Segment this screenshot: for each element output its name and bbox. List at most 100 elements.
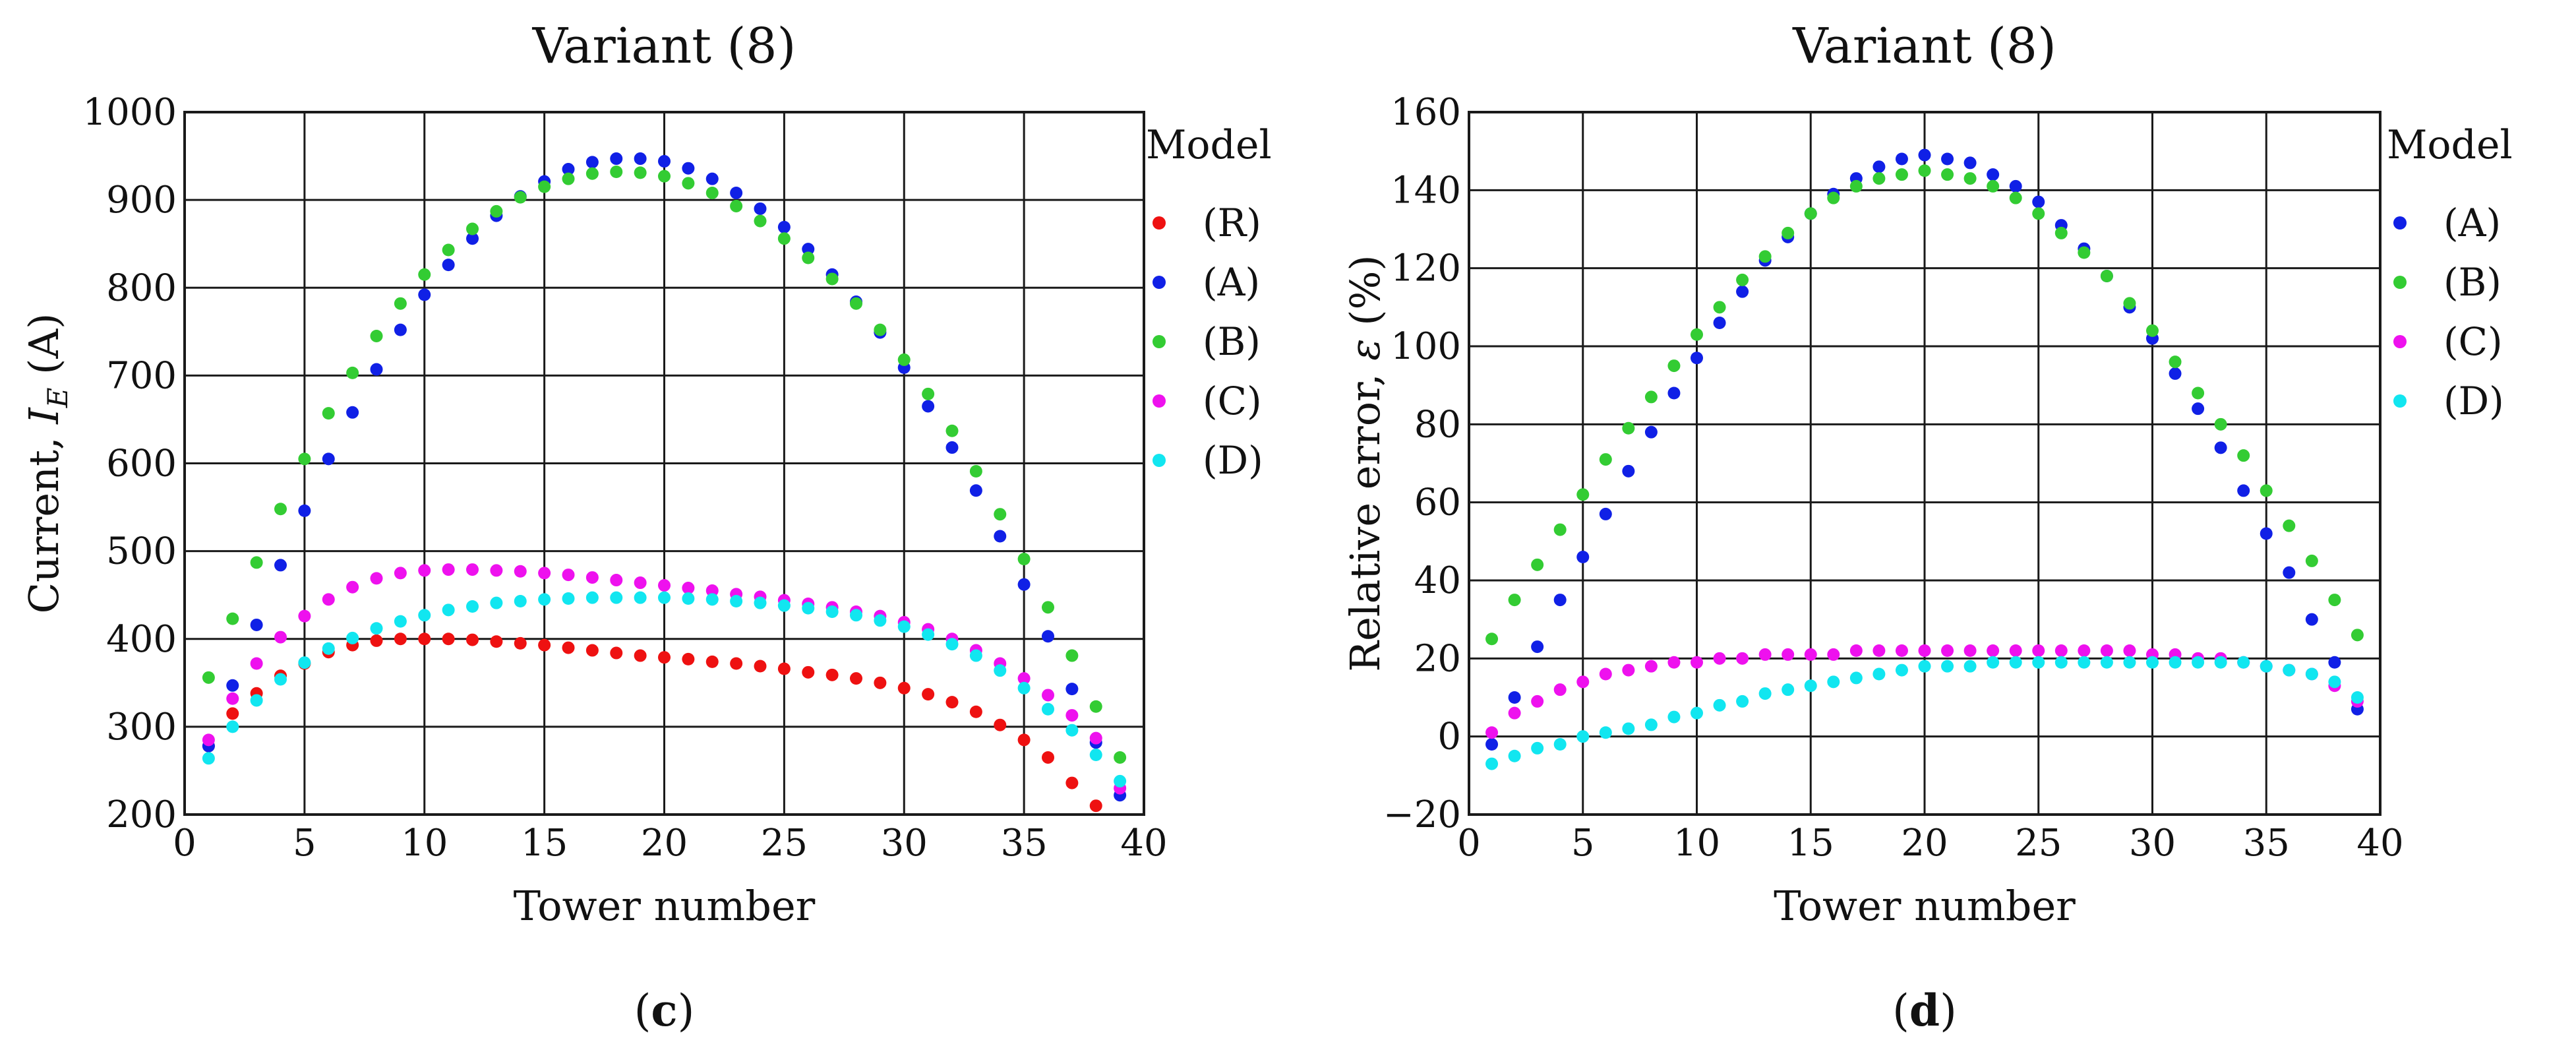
data-point: [490, 635, 503, 648]
chart-c: Variant (8) 0 5 10 15 20 25 30 35 40 200 300 400 500 6…: [20, 18, 1272, 1036]
data-point: [1736, 652, 1749, 665]
data-point: [274, 559, 287, 572]
data-point: [2032, 195, 2045, 208]
data-point: [1017, 578, 1031, 591]
data-point: [2328, 656, 2341, 669]
data-point: [730, 657, 743, 670]
data-point: [2169, 355, 2182, 369]
data-point: [1895, 644, 1908, 657]
data-point: [1691, 656, 1703, 669]
data-point: [1576, 488, 1590, 501]
x-axis-label: Tower number: [514, 882, 816, 930]
data-point: [2032, 656, 2045, 669]
data-point: [610, 646, 623, 660]
data-point: [658, 579, 671, 592]
data-point: [2192, 386, 2205, 400]
data-point: [1941, 168, 1954, 181]
data-point: [2260, 660, 2273, 673]
y-tick-label: 700: [106, 354, 177, 397]
y-tick-label: 1000: [82, 91, 177, 134]
data-point: [922, 688, 935, 701]
data-point: [250, 657, 263, 670]
data-point: [1667, 386, 1681, 400]
y-tick-label: 140: [1391, 169, 1461, 212]
data-point: [370, 329, 383, 342]
data-point: [1713, 301, 1726, 314]
data-point: [874, 676, 887, 689]
data-point: [1599, 726, 1612, 739]
x-tick-label: 15: [521, 822, 568, 865]
data-point: [682, 177, 695, 190]
data-point: [1599, 453, 1612, 466]
data-point: [1042, 702, 1054, 716]
data-point: [274, 673, 287, 686]
data-point: [2305, 667, 2318, 681]
data-point: [658, 591, 671, 604]
data-point: [1553, 683, 1567, 696]
data-point: [610, 574, 623, 587]
legend-label: (D): [1203, 438, 1263, 483]
data-point: [1553, 738, 1567, 751]
data-point: [1622, 421, 1635, 435]
data-point: [2214, 441, 2227, 454]
data-point: [2054, 226, 2068, 239]
data-point: [1691, 706, 1703, 720]
y-axis-label: Current, IE (A): [20, 313, 74, 614]
data-point: [802, 251, 815, 264]
data-point: [538, 567, 551, 580]
data-point: [490, 596, 503, 609]
legend-marker: [1153, 276, 1166, 289]
data-point: [2078, 656, 2091, 669]
data-point: [994, 530, 1007, 543]
x-tick-label: 5: [1571, 822, 1595, 865]
data-point: [994, 664, 1007, 677]
data-point: [562, 569, 575, 582]
legend-marker: [1153, 454, 1166, 467]
data-point: [1531, 640, 1544, 654]
data-point: [1644, 425, 1658, 439]
y-tick-label: 500: [106, 530, 177, 573]
data-point: [1531, 741, 1544, 755]
data-point: [1691, 352, 1703, 365]
data-point: [1918, 148, 1931, 162]
data-point: [466, 563, 479, 576]
data-point: [1089, 700, 1102, 713]
data-point: [370, 634, 383, 647]
data-point: [562, 641, 575, 654]
data-point: [850, 297, 862, 310]
y-tick-label: 600: [106, 443, 177, 485]
data-point: [1804, 207, 1817, 220]
data-point: [1508, 749, 1521, 762]
data-point: [1553, 594, 1567, 607]
legend-marker: [2393, 276, 2407, 289]
data-point: [1987, 168, 2000, 181]
data-point: [994, 718, 1007, 731]
data-point: [1599, 667, 1612, 681]
legend-marker: [2393, 335, 2407, 348]
data-point: [969, 464, 982, 478]
data-point: [850, 609, 862, 622]
data-point: [394, 297, 407, 310]
data-point: [1736, 273, 1749, 286]
data-point: [2169, 367, 2182, 380]
x-tick-label: 25: [761, 822, 808, 865]
x-axis-label: Tower number: [1774, 882, 2076, 930]
data-point: [1017, 672, 1031, 685]
data-point: [370, 363, 383, 376]
data-point: [754, 202, 767, 215]
legend-title: Model: [2387, 122, 2513, 168]
panel-caption: (d): [1892, 985, 1957, 1036]
data-point: [658, 651, 671, 664]
data-point: [1531, 558, 1544, 571]
legend-marker: [1153, 335, 1166, 348]
data-point: [825, 272, 839, 286]
x-tick-label: 30: [2129, 822, 2176, 865]
plot-frame: [183, 111, 1145, 816]
data-point: [777, 220, 791, 233]
legend-label: (B): [1203, 319, 1261, 364]
data-point: [1849, 671, 1863, 685]
data-point: [1576, 730, 1590, 743]
data-point: [466, 633, 479, 646]
data-point: [1827, 191, 1840, 204]
